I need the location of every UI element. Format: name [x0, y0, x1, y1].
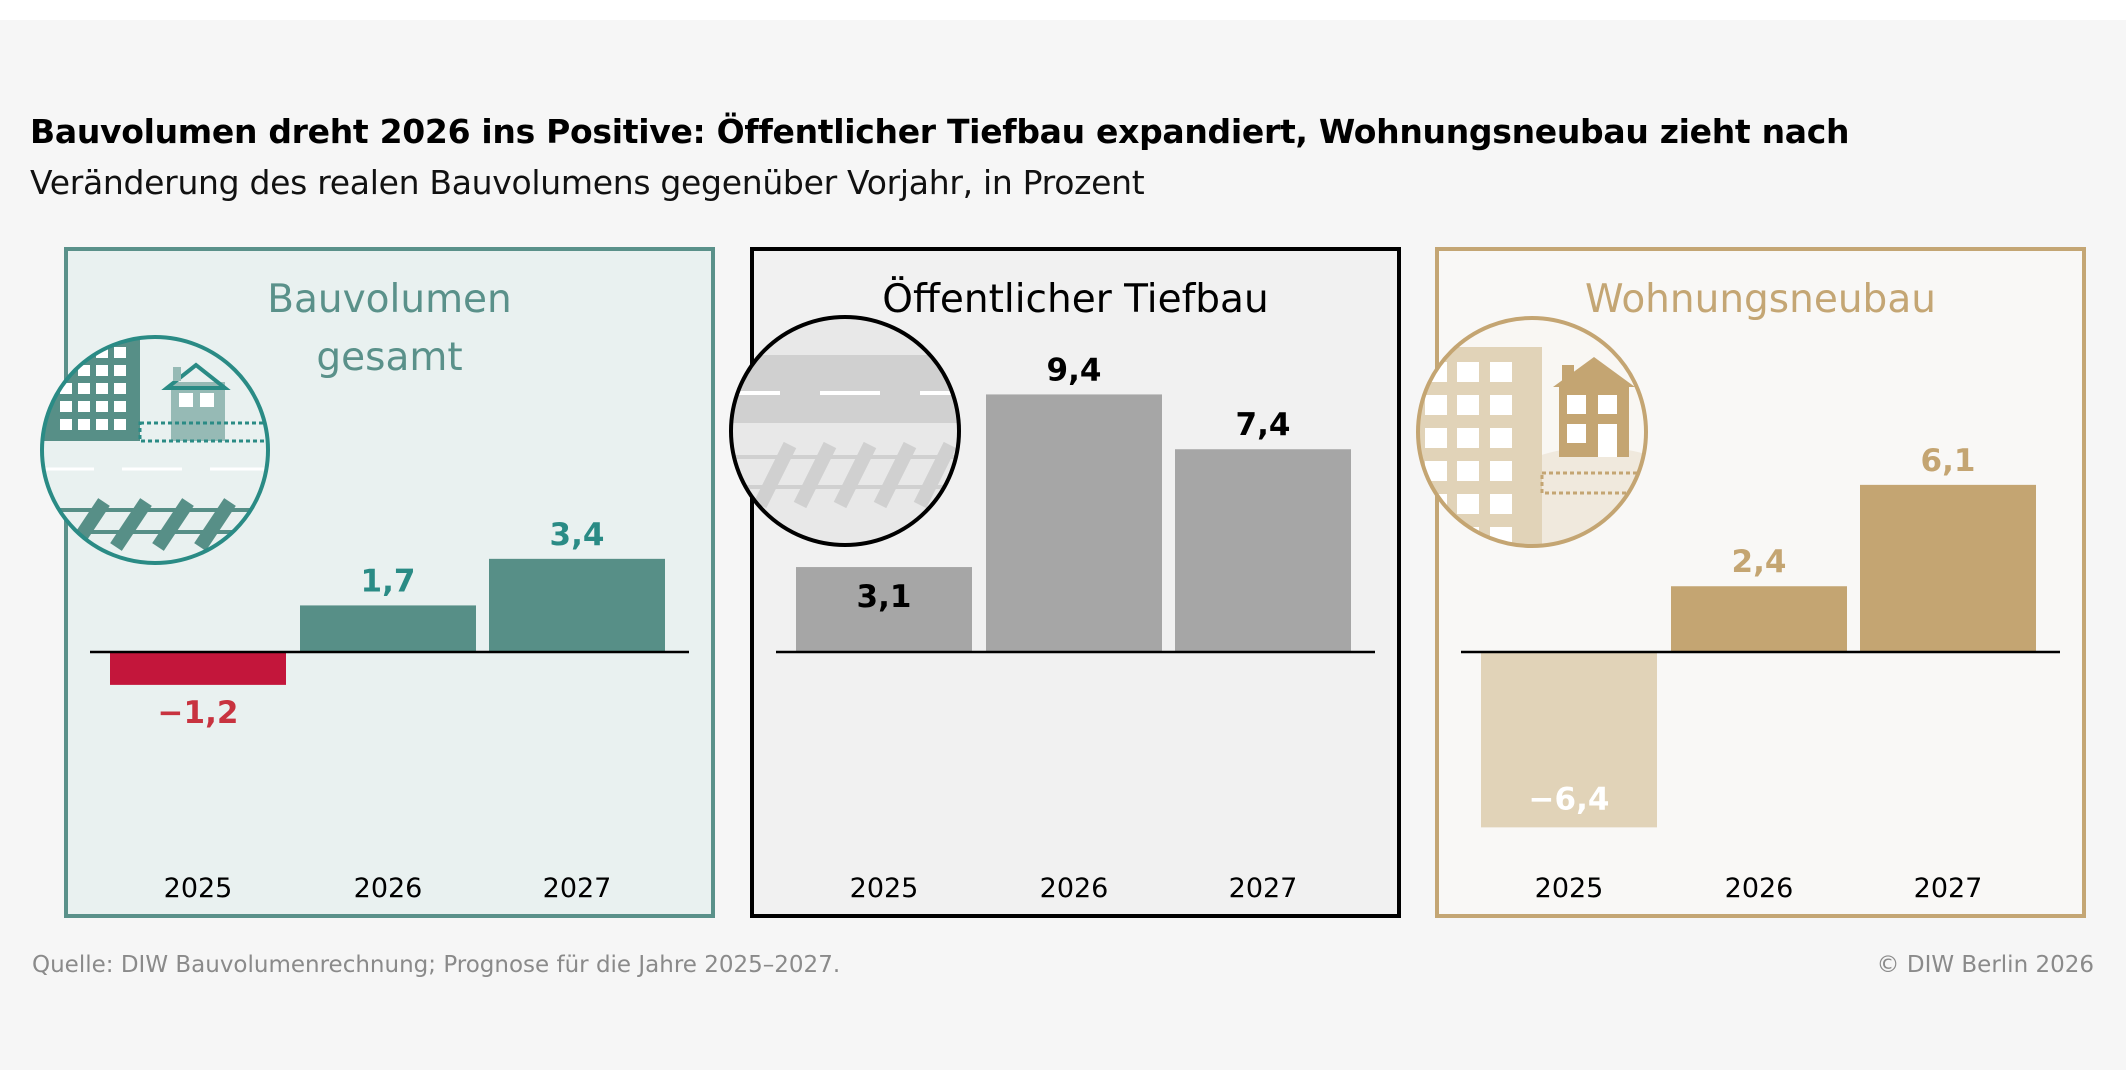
data-label-2027: 7,4 — [1236, 407, 1291, 443]
road-rail-icon — [729, 315, 961, 547]
bar-2026 — [1671, 586, 1847, 652]
panel-title-line-1: Öffentlicher Tiefbau — [882, 277, 1269, 322]
bar-chart-bauvolumen: −1,2 2025 1,7 2026 3,4 2027 — [40, 335, 689, 904]
data-label-2025: 3,1 — [857, 579, 912, 615]
x-tick-label-2027: 2027 — [543, 873, 612, 904]
x-tick-label-2025: 2025 — [1535, 873, 1604, 904]
panel-oeffentlicher-tiefbau: Öffentlicher Tiefbau 3,1 2025 9,4 2026 7,4 20… — [729, 247, 1401, 918]
data-label-2026: 2,4 — [1732, 544, 1787, 580]
panel-bauvolumen-gesamt: Bauvolumen gesamt — [40, 247, 715, 918]
bar-2026 — [986, 394, 1162, 652]
bar-2025 — [110, 652, 286, 685]
panel-wohnungsneubau: Wohnungsneubau — [1416, 247, 2086, 918]
copyright: © DIW Berlin 2026 — [1876, 952, 2094, 978]
data-label-2025: −1,2 — [158, 695, 239, 731]
panel-title-line-2: gesamt — [316, 335, 463, 380]
x-tick-label-2026: 2026 — [1040, 873, 1109, 904]
bar-chart-wohnungsneubau: −6,4 2025 2,4 2026 6,1 2027 — [1416, 316, 2060, 904]
chart-title: Bauvolumen dreht 2026 ins Positive: Öffe… — [30, 112, 1850, 151]
panel-title: Wohnungsneubau — [1439, 271, 2082, 329]
bar-2027 — [489, 558, 665, 652]
bar-chart-tiefbau: 3,1 2025 9,4 2026 7,4 2027 — [729, 315, 1375, 904]
x-tick-label-2027: 2027 — [1914, 873, 1983, 904]
x-tick-label-2025: 2025 — [164, 873, 233, 904]
panel-title-line-1: Wohnungsneubau — [1585, 277, 1936, 322]
bar-2027 — [1175, 449, 1351, 652]
data-label-2027: 3,4 — [550, 517, 605, 553]
data-label-2026: 1,7 — [361, 563, 416, 599]
x-tick-label-2026: 2026 — [354, 873, 423, 904]
bar-2027 — [1860, 484, 2036, 652]
source-note: Quelle: DIW Bauvolumenrechnung; Prognose… — [32, 952, 841, 978]
bar-2025 — [1481, 652, 1657, 828]
panel-title-line-1: Bauvolumen — [267, 277, 512, 322]
bar-2025 — [796, 567, 972, 652]
bar-2026 — [300, 605, 476, 652]
panel-title: Bauvolumen gesamt — [68, 271, 711, 387]
data-label-2026: 9,4 — [1047, 352, 1102, 388]
x-tick-label-2027: 2027 — [1229, 873, 1298, 904]
data-label-2025: −6,4 — [1529, 781, 1610, 817]
buildings-road-rail-icon — [40, 335, 270, 565]
x-tick-label-2025: 2025 — [850, 873, 919, 904]
x-tick-label-2026: 2026 — [1725, 873, 1794, 904]
panel-title: Öffentlicher Tiefbau — [754, 271, 1397, 329]
chart-subtitle: Veränderung des realen Bauvolumens gegen… — [30, 163, 1145, 202]
data-label-2027: 6,1 — [1921, 443, 1976, 479]
apartment-house-icon — [1416, 316, 1648, 548]
